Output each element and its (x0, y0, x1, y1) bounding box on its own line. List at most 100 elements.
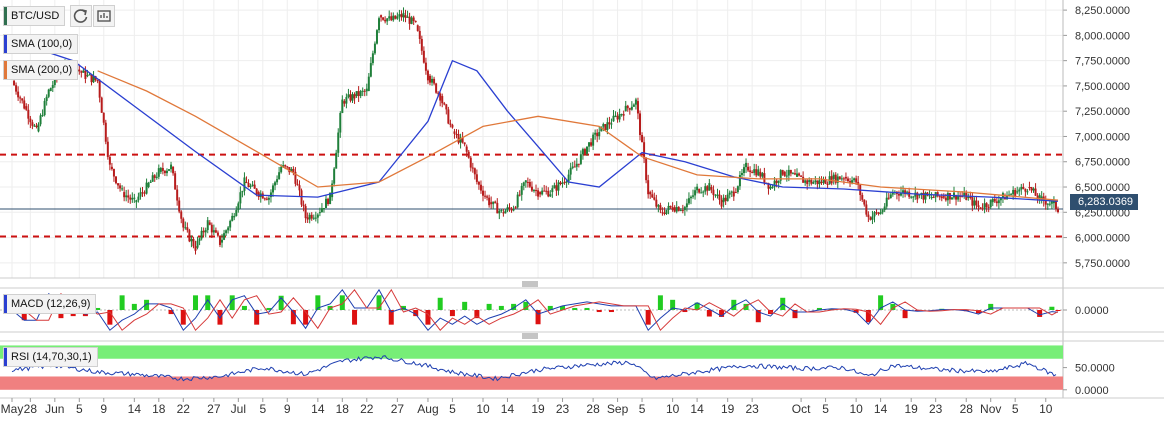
candle-body (702, 191, 705, 193)
candle-body (135, 200, 138, 203)
candle-body (694, 190, 697, 196)
candle-body (161, 168, 164, 171)
macd-histogram-bar (425, 310, 431, 325)
candle-body (243, 177, 246, 191)
candle-body (543, 190, 546, 192)
candle-body (977, 205, 980, 207)
candle-body (492, 201, 495, 205)
macd-histogram-bar (694, 302, 700, 310)
macd-histogram-bar (462, 301, 468, 310)
candle-body (818, 180, 821, 185)
candle-body (308, 214, 311, 220)
x-tick-label: 22 (177, 402, 191, 416)
rsi-chip[interactable]: RSI (14,70,30,1) (3, 347, 98, 367)
candle-body (439, 93, 442, 101)
candle-body (655, 199, 658, 207)
sma100-chip[interactable]: SMA (100,0) (3, 34, 79, 54)
macd-histogram-bar (315, 295, 321, 310)
macd-histogram-bar (437, 297, 443, 310)
candle-body (186, 227, 189, 231)
candle-body (506, 207, 509, 211)
candle-body (418, 30, 421, 39)
candle-body (455, 133, 458, 135)
candle-body (482, 190, 485, 196)
candle-body (696, 186, 699, 191)
y-tick-label: 6,000.0000 (1075, 233, 1130, 245)
candle-body (41, 115, 44, 117)
candle-body (830, 176, 833, 184)
candle-body (369, 63, 372, 77)
candle-body (245, 181, 248, 184)
x-tick-label: 9 (284, 402, 291, 416)
candle-body (598, 132, 601, 137)
x-tick-label: 14 (128, 402, 142, 416)
candle-body (639, 113, 642, 136)
pane-resize-handle[interactable] (522, 333, 538, 339)
candle-body (200, 230, 203, 239)
macd-histogram-bar (229, 295, 235, 310)
candle-body (528, 182, 531, 187)
macd-histogram-bar (413, 310, 419, 317)
candle-body (475, 174, 478, 182)
candle-body (488, 197, 491, 206)
candle-body (993, 199, 996, 202)
macd-histogram-bar (474, 310, 480, 319)
candle-body (221, 239, 224, 243)
candle-body (561, 182, 564, 185)
symbol-chip[interactable]: BTC/USD (3, 6, 66, 26)
x-tick-label: Sep (607, 402, 629, 416)
candle-body (298, 185, 301, 191)
candle-body (1046, 203, 1049, 205)
candle-body (675, 207, 678, 212)
y-tick-label: 8,250.0000 (1075, 5, 1130, 17)
candle-body (461, 137, 464, 143)
macd-histogram-bar (107, 310, 113, 325)
candle-body (35, 125, 38, 127)
candle-body (375, 30, 378, 44)
candle-body (738, 175, 741, 187)
pane-resize-handle[interactable] (522, 281, 538, 287)
candle-body (899, 192, 902, 196)
candle-body (677, 207, 680, 211)
candle-body (227, 227, 230, 231)
candle-body (331, 183, 334, 198)
candle-body (453, 131, 456, 134)
candle-body (143, 192, 146, 194)
candle-body (137, 196, 140, 201)
macd-histogram-bar (1055, 310, 1061, 311)
macd-histogram-bar (682, 310, 688, 313)
candle-body (820, 181, 823, 183)
candle-body (249, 185, 252, 188)
candle-body (851, 180, 854, 183)
candle-body (445, 104, 448, 110)
macd-histogram-bar (572, 307, 578, 310)
x-tick-label: 5 (259, 402, 266, 416)
candle-body (447, 109, 450, 124)
x-tick-label: 5 (76, 402, 83, 416)
refresh-button[interactable] (70, 5, 92, 27)
candle-body (683, 207, 686, 211)
macd-histogram-bar (535, 310, 541, 325)
snapshot-button[interactable] (93, 5, 115, 27)
candle-body (437, 92, 440, 94)
candle-body (632, 104, 635, 107)
candle-body (802, 176, 805, 183)
candle-body (800, 175, 803, 177)
candle-body (119, 185, 122, 189)
candle-body (212, 230, 215, 233)
candle-body (204, 230, 207, 233)
candle-body (251, 184, 254, 186)
candle-body (163, 170, 166, 174)
candle-body (304, 206, 307, 219)
candle-body (29, 118, 32, 123)
macd-chip[interactable]: MACD (12,26,9) (3, 294, 97, 314)
candle-body (359, 91, 362, 97)
candle-body (473, 168, 476, 175)
macd-histogram-bar (254, 310, 260, 325)
macd-histogram-bar (731, 299, 737, 310)
candle-body (288, 166, 291, 173)
candle-body (724, 197, 727, 202)
candle-body (628, 108, 631, 110)
sma200-chip[interactable]: SMA (200,0) (3, 60, 79, 80)
